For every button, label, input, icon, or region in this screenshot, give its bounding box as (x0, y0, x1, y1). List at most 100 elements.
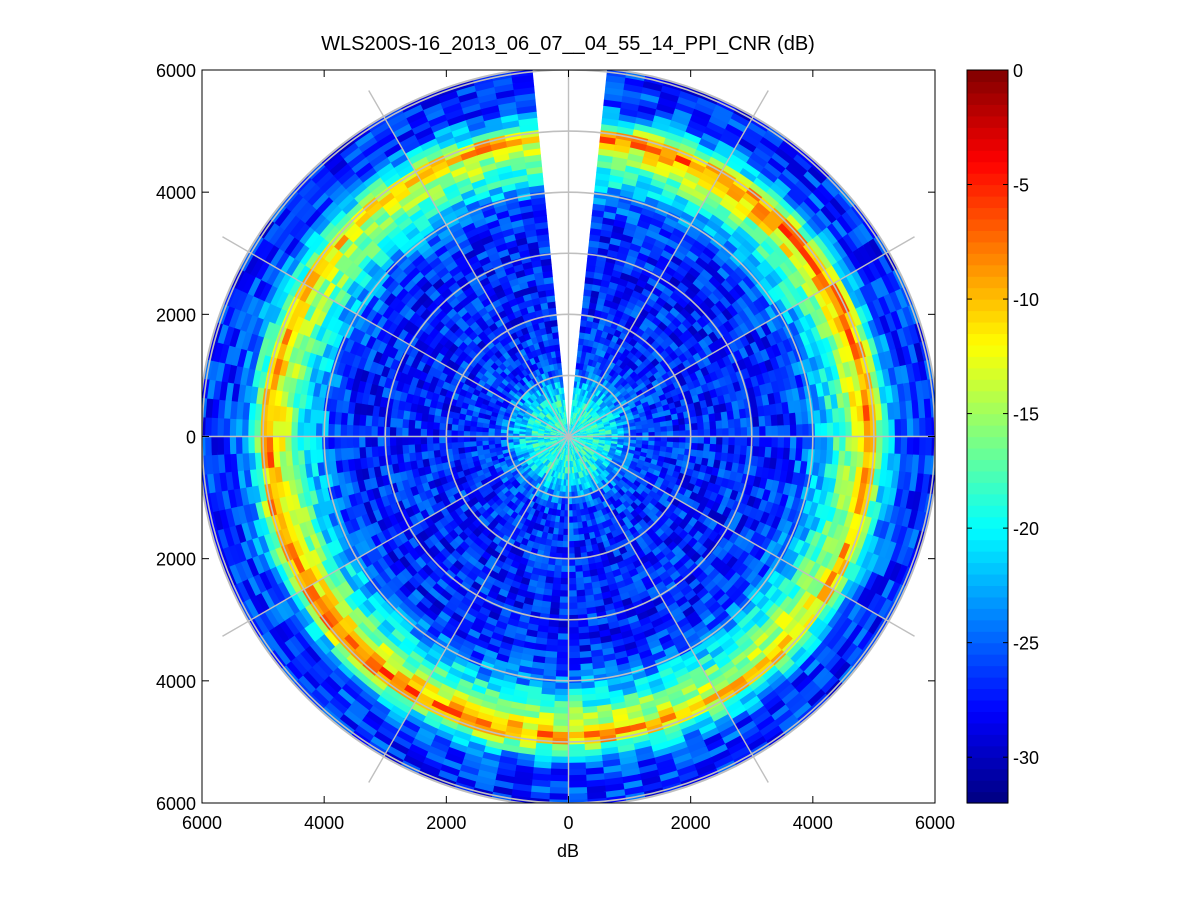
ppi-cell (678, 442, 686, 450)
ppi-cell (585, 427, 593, 431)
ppi-cell (589, 537, 598, 546)
ppi-cell (594, 309, 603, 318)
ppi-cell (540, 409, 547, 416)
ppi-cell (513, 421, 521, 427)
ppi-cell (558, 399, 563, 407)
ppi-cell (599, 393, 607, 401)
ppi-cell (580, 416, 586, 423)
ppi-cell (571, 497, 576, 505)
ppi-cell (826, 436, 834, 453)
ppi-cell (542, 466, 549, 474)
ppi-cell (572, 418, 576, 426)
ppi-cell (563, 442, 567, 449)
ppi-cell (605, 411, 613, 418)
ppi-cell (518, 408, 526, 415)
ppi-cell (585, 461, 591, 469)
ppi-cell (550, 449, 557, 456)
ppi-cell (534, 555, 543, 564)
ppi-cell (608, 376, 616, 385)
ppi-cell (581, 410, 588, 417)
ppi-cell (450, 435, 458, 443)
ppi-cell (670, 452, 679, 461)
ppi-cell (601, 451, 609, 457)
ppi-cell (530, 494, 538, 503)
ppi-cell (571, 454, 574, 462)
ppi-cell (543, 437, 551, 440)
ppi-cell (607, 451, 615, 458)
ppi-cell (525, 398, 533, 406)
ppi-cell (500, 442, 508, 448)
ppi-cell (538, 442, 546, 447)
ppi-cell (574, 438, 581, 442)
ppi-cell (482, 448, 491, 455)
ppi-cell (574, 399, 579, 407)
ppi-cell (548, 448, 555, 454)
ppi-cell (574, 412, 578, 420)
ppi-cell (531, 426, 539, 431)
ppi-cell (691, 436, 699, 445)
ppi-cell (488, 439, 495, 445)
ppi-cell (513, 393, 521, 401)
ppi-cell (587, 308, 597, 317)
ppi-cell (573, 460, 577, 468)
ppi-cell (609, 447, 617, 453)
ppi-cell (584, 413, 591, 420)
ppi-cell (585, 320, 594, 329)
ppi-cell (553, 682, 569, 690)
ppi-cell (552, 425, 559, 430)
ppi-cell (537, 373, 544, 382)
ppi-cell (590, 386, 597, 394)
ppi-cell (585, 468, 591, 476)
ppi-cell (611, 408, 619, 415)
ppi-cell (580, 433, 588, 436)
ppi-cell (602, 447, 610, 453)
ppi-cell (531, 410, 539, 417)
ppi-cell (570, 448, 573, 456)
ppi-cell (557, 608, 569, 616)
ppi-cell (609, 461, 617, 468)
ppi-cell (590, 543, 599, 552)
ppi-cell (553, 444, 560, 450)
ppi-cell (537, 396, 544, 403)
ppi-cell (547, 412, 554, 419)
ppi-cell (623, 461, 631, 468)
ppi-cell (574, 459, 579, 467)
ppi-cell (553, 443, 559, 449)
ppi-cell (569, 454, 572, 462)
ppi-cell (513, 472, 521, 480)
ppi-cell (537, 429, 545, 433)
ppi-cell (561, 447, 565, 455)
ppi-cell (485, 506, 495, 516)
ppi-cell (477, 453, 486, 461)
ppi-cell (454, 464, 464, 473)
ppi-cell (588, 385, 595, 393)
ppi-cell (587, 450, 594, 457)
ppi-cell (658, 450, 667, 458)
ppi-cell (601, 486, 609, 494)
ppi-cell (487, 400, 496, 408)
ppi-cell (528, 507, 536, 516)
ppi-cell (579, 440, 587, 444)
ppi-cell (494, 428, 502, 433)
ppi-cell (529, 463, 537, 470)
ppi-cell (635, 440, 643, 445)
ppi-cell (619, 467, 628, 475)
ppi-cell (481, 440, 489, 446)
ppi-cell (553, 344, 561, 352)
ppi-cell (554, 515, 561, 523)
ppi-cell (556, 438, 563, 442)
ppi-cell (564, 417, 567, 425)
ppi-cell (458, 412, 467, 421)
ppi-cell (496, 395, 505, 403)
ppi-cell (541, 499, 548, 508)
ppi-cell (576, 445, 582, 451)
ppi-cell (677, 448, 686, 456)
ppi-cell (612, 411, 620, 417)
ppi-cell (552, 450, 558, 457)
ppi-cell (549, 456, 556, 463)
ppi-cell (555, 458, 560, 466)
ppi-cell (528, 394, 536, 402)
ppi-cell (675, 406, 684, 415)
ppi-cell (668, 402, 677, 411)
